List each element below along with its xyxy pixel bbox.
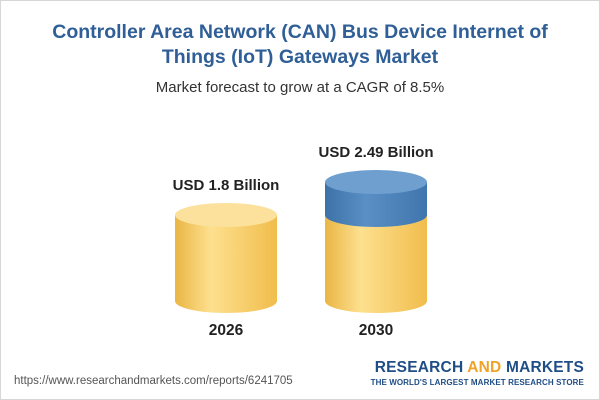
bar-base-segment [175, 203, 277, 313]
brand-tagline: THE WORLD'S LARGEST MARKET RESEARCH STOR… [370, 378, 584, 387]
category-label: 2030 [359, 322, 393, 339]
category-label: 2026 [209, 322, 244, 339]
cylinder-bar-2026 [175, 203, 277, 313]
brand-name: RESEARCH AND MARKETS [374, 359, 584, 376]
bar-growth-segment [325, 170, 427, 227]
chart-title: Controller Area Network (CAN) Bus Device… [52, 21, 548, 68]
value-label: USD 1.8 Billion [173, 177, 280, 194]
brand-logo: RESEARCH AND MARKETS THE WORLD'S LARGEST… [371, 359, 584, 388]
cylinder-bar-2030 [325, 170, 427, 313]
source-url[interactable]: https://www.researchandmarkets.com/repor… [14, 375, 293, 387]
value-label: USD 2.49 Billion [318, 144, 433, 161]
chart-subtitle: Market forecast to grow at a CAGR of 8.5… [155, 79, 445, 96]
